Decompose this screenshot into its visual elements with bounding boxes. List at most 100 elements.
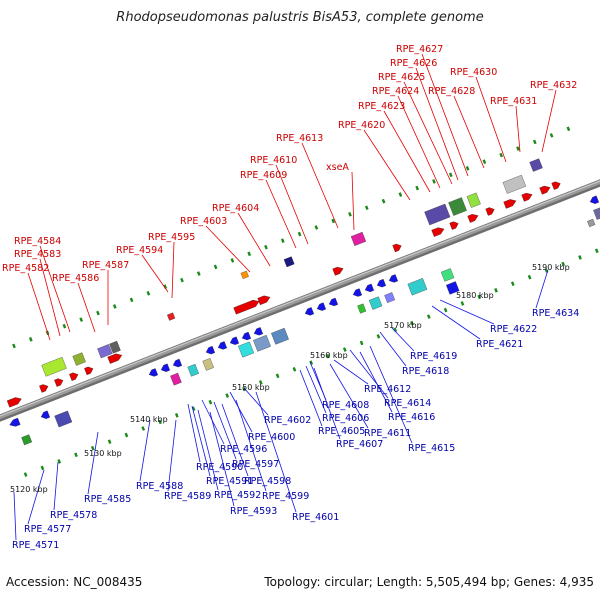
gene-feature-block bbox=[466, 192, 481, 208]
gene-label-bottom: RPE_4602 bbox=[264, 415, 311, 426]
gene-feature-block bbox=[109, 340, 121, 354]
top-leader-line bbox=[403, 81, 453, 185]
dot-track-upper-mark bbox=[516, 146, 520, 151]
gene-label-bottom: RPE_4599 bbox=[262, 491, 309, 502]
gene-label-top: RPE_4584 bbox=[14, 236, 61, 247]
gene-feature-block bbox=[368, 296, 383, 310]
forward-gene-arrow bbox=[84, 366, 94, 376]
gene-label-bottom: RPE_4622 bbox=[490, 324, 537, 335]
map-title: Rhodopseudomonas palustris BisA53, compl… bbox=[116, 10, 484, 25]
scale-tick-label: 5160 kbp bbox=[310, 351, 348, 360]
forward-gene-arrow bbox=[431, 227, 445, 237]
gene-label-bottom: RPE_4611 bbox=[364, 428, 411, 439]
gene-label-top: RPE_4586 bbox=[52, 273, 99, 284]
dot-track-upper-mark bbox=[297, 231, 302, 237]
gene-label-bottom: RPE_4621 bbox=[476, 339, 523, 350]
bottom-leader-line bbox=[359, 351, 393, 413]
top-leader-line bbox=[141, 254, 169, 293]
gene-feature-block bbox=[357, 303, 367, 314]
dot-track-upper-mark bbox=[213, 264, 218, 270]
gene-feature-block bbox=[21, 434, 33, 446]
dot-track-upper-mark bbox=[12, 343, 16, 349]
top-leader-line bbox=[383, 110, 431, 193]
gene-feature-block bbox=[446, 281, 460, 295]
gene-label-top: RPE_4632 bbox=[530, 80, 577, 91]
top-leader-line bbox=[171, 241, 175, 299]
dot-track-lower-mark bbox=[292, 366, 297, 372]
top-leader-line bbox=[39, 245, 71, 333]
bottom-leader-line bbox=[53, 461, 59, 511]
forward-gene-arrow bbox=[257, 295, 271, 306]
forward-gene-arrow bbox=[54, 378, 64, 387]
gene-label-bottom: RPE_4592 bbox=[214, 490, 261, 501]
dot-track-upper-mark bbox=[28, 337, 33, 342]
gene-feature-block bbox=[54, 410, 73, 428]
top-leader-line bbox=[415, 67, 459, 181]
bottom-leader-line bbox=[13, 491, 17, 541]
dot-track-lower-mark bbox=[174, 413, 179, 418]
dot-track-upper-mark bbox=[364, 205, 369, 211]
dot-track-upper-mark bbox=[348, 212, 352, 217]
dot-track-lower-mark bbox=[494, 288, 498, 293]
top-leader-line bbox=[205, 225, 251, 273]
reverse-gene-arrow bbox=[388, 274, 399, 283]
reverse-gene-arrow bbox=[148, 368, 159, 377]
bottom-leader-line bbox=[391, 327, 415, 352]
gene-label-top: RPE_4631 bbox=[490, 96, 537, 107]
scale-tick-label: 5170 kbp bbox=[384, 321, 422, 330]
dot-track-lower-mark bbox=[74, 452, 78, 458]
gene-label-bottom: RPE_4600 bbox=[248, 432, 295, 443]
gene-label-top: RPE_4582 bbox=[2, 263, 49, 274]
gene-label-top: RPE_4603 bbox=[180, 216, 227, 227]
gene-feature-block bbox=[187, 363, 199, 377]
gene-feature-block bbox=[240, 270, 249, 279]
dot-track-upper-mark bbox=[566, 126, 571, 132]
gene-feature-block bbox=[202, 358, 214, 371]
bottom-leader-line bbox=[349, 349, 389, 399]
scale-tick-label: 5120 kbp bbox=[10, 485, 48, 494]
forward-gene-arrow bbox=[392, 243, 402, 253]
dot-track-lower-mark bbox=[208, 399, 213, 405]
dot-track-lower-mark bbox=[275, 373, 280, 379]
gene-label-top: RPE_4620 bbox=[338, 120, 385, 131]
forward-gene-arrow bbox=[539, 185, 551, 195]
bottom-leader-line bbox=[197, 409, 219, 491]
bottom-leader-line bbox=[369, 345, 413, 444]
dot-track-layer bbox=[12, 126, 599, 477]
dot-track-lower-mark bbox=[393, 327, 398, 333]
dot-track-lower-mark bbox=[443, 307, 448, 313]
gene-label-bottom: RPE_4601 bbox=[292, 512, 339, 523]
reverse-gene-arrow bbox=[160, 363, 171, 372]
gene-feature-block bbox=[167, 312, 176, 321]
scale-tick-label: 5190 kbp bbox=[532, 263, 570, 272]
gene-feature-block bbox=[97, 344, 113, 359]
bottom-leader-line bbox=[243, 387, 269, 416]
gene-feature-block bbox=[170, 372, 182, 386]
gene-feature-block bbox=[41, 356, 67, 377]
gene-label-top: RPE_4624 bbox=[372, 86, 419, 97]
scale-tick-layer: 5120 kbp 5130 kbp 5140 kbp 5150 kbp 5160 kbp… bbox=[10, 263, 570, 494]
gene-label-bottom: RPE_4605 bbox=[318, 426, 365, 437]
dot-track-lower-mark bbox=[477, 294, 482, 300]
gene-label-top: RPE_4626 bbox=[390, 58, 437, 69]
gene-label-bottom: RPE_4593 bbox=[230, 506, 277, 517]
top-leader-line bbox=[351, 171, 355, 231]
genome-summary-text: Topology: circular; Length: 5,505,494 bp… bbox=[264, 575, 594, 589]
gene-label-bottom: RPE_4589 bbox=[164, 491, 211, 502]
gene-label-bottom: RPE_4578 bbox=[50, 510, 97, 521]
gene-feature-block bbox=[253, 334, 271, 352]
gene-label-bottom: RPE_4571 bbox=[12, 540, 59, 551]
bottom-leader-line bbox=[87, 431, 99, 495]
reverse-gene-arrow bbox=[9, 417, 21, 427]
top-leader-line bbox=[39, 258, 61, 337]
bottom-leader-line bbox=[235, 399, 267, 492]
reverse-gene-arrow bbox=[364, 283, 375, 292]
reverse-gene-arrow bbox=[229, 336, 240, 345]
bottom-leader-line bbox=[167, 419, 177, 492]
bottom-leader-line bbox=[187, 403, 201, 463]
reverse-gene-arrow bbox=[316, 302, 327, 311]
gene-label-bottom: RPE_4597 bbox=[232, 459, 279, 470]
bottom-leader-line bbox=[139, 419, 151, 482]
gene-label-top: RPE_4587 bbox=[82, 260, 129, 271]
